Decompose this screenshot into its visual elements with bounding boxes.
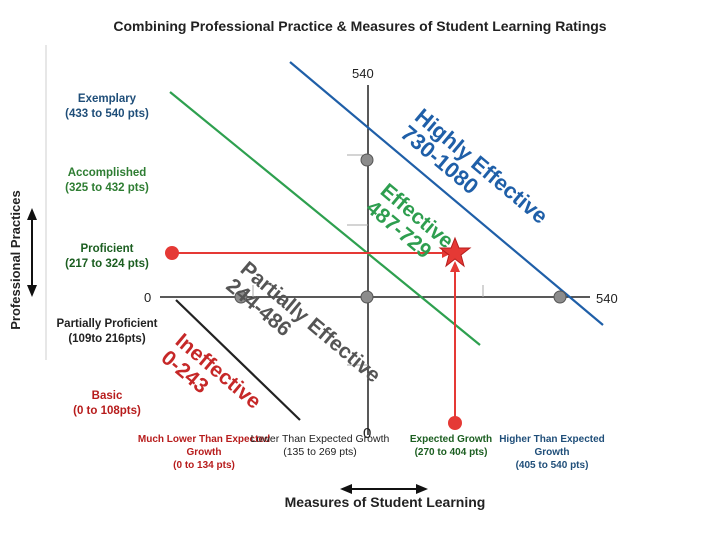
column-name: Expected Growth — [409, 434, 493, 445]
row-exemplary: Exemplary (433 to 540 pts) — [42, 92, 172, 122]
row-accomplished: Accomplished (325 to 432 pts) — [42, 166, 172, 196]
column-expected: Expected Growth (270 to 404 pts) — [381, 433, 521, 459]
intersection-dot — [234, 290, 248, 304]
highly-effective-line — [289, 61, 604, 326]
row-partially-proficient: Partially Proficient (109to 216pts) — [42, 317, 172, 347]
row-range: (109to 216pts) — [68, 333, 146, 345]
column-range: (270 to 404 pts) — [414, 447, 488, 458]
diagram-title: Combining Professional Practice & Measur… — [113, 18, 607, 34]
column-name: Lower Than Expected Growth — [250, 433, 390, 445]
effective-line — [169, 91, 481, 346]
partially-effective-line — [175, 299, 301, 421]
y-axis-label: Professional Practices — [8, 190, 23, 330]
intersection-dot — [360, 290, 374, 304]
column-name: Much Lower Than Expected Growth — [137, 434, 271, 458]
arrowhead-left — [340, 484, 352, 494]
column-lower: Lower Than Expected Growth (135 to 269 p… — [250, 433, 390, 459]
arrowhead-right — [416, 484, 428, 494]
row-range: (325 to 432 pts) — [65, 182, 149, 194]
column-range: (135 to 269 pts) — [283, 446, 357, 458]
row-name: Proficient — [80, 243, 134, 255]
x-axis-label: Measures of Student Learning — [284, 494, 486, 510]
row-proficient: Proficient (217 to 324 pts) — [42, 242, 172, 272]
axis-number-top: 540 — [352, 66, 374, 81]
row-range: (433 to 540 pts) — [65, 108, 149, 120]
column-much-lower: Much Lower Than Expected Growth (0 to 13… — [134, 433, 274, 472]
combined-rating-star — [438, 236, 472, 268]
row-range: (0 to 108pts) — [73, 405, 141, 417]
column-name: Higher Than Expected Growth — [499, 434, 605, 458]
row-basic: Basic (0 to 108pts) — [42, 389, 172, 419]
arrowhead-up — [450, 261, 460, 272]
row-name: Exemplary — [77, 93, 137, 105]
intersection-dot — [553, 290, 567, 304]
row-range: (217 to 324 pts) — [65, 258, 149, 270]
row-name: Partially Proficient — [56, 318, 158, 330]
column-higher: Higher Than Expected Growth (405 to 540 … — [482, 433, 622, 472]
axis-number-left: 0 — [144, 290, 152, 305]
intersection-dot — [360, 153, 374, 167]
axis-number-bottom: 0 — [363, 425, 372, 442]
row-name: Accomplished — [67, 167, 147, 179]
practice-rating-dot — [165, 246, 179, 260]
row-name: Basic — [91, 390, 123, 402]
column-range: (0 to 134 pts) — [173, 460, 235, 471]
column-range: (405 to 540 pts) — [515, 460, 589, 471]
arrowhead-down — [27, 285, 37, 297]
learning-rating-dot — [448, 416, 462, 430]
arrowhead-up — [27, 208, 37, 220]
axis-number-right: 540 — [596, 291, 618, 306]
